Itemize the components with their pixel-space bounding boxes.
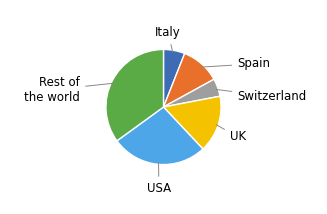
Wedge shape	[106, 49, 164, 141]
Text: Switzerland: Switzerland	[216, 89, 306, 103]
Wedge shape	[164, 79, 220, 107]
Text: Italy: Italy	[155, 26, 181, 52]
Wedge shape	[117, 107, 203, 165]
Wedge shape	[164, 96, 221, 149]
Text: Rest of
the world: Rest of the world	[24, 76, 113, 104]
Wedge shape	[164, 54, 214, 107]
Text: Spain: Spain	[201, 57, 270, 70]
Text: UK: UK	[216, 125, 246, 143]
Wedge shape	[164, 49, 185, 107]
Text: USA: USA	[147, 162, 171, 195]
